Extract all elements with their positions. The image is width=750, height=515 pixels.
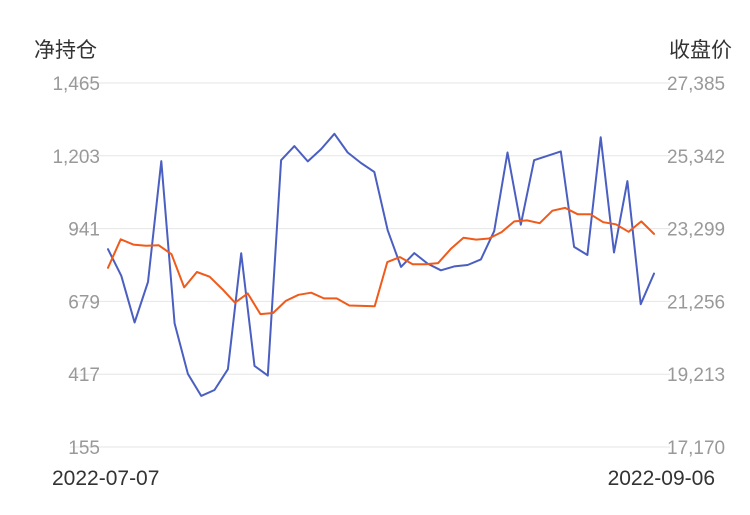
left-axis-title: 净持仓 <box>34 39 97 62</box>
right-tick-label: 17,170 <box>667 438 725 459</box>
left-axis-ticks: 1,465 1,203 941 679 417 155 <box>52 74 100 459</box>
left-tick-label: 1,465 <box>52 74 100 95</box>
right-tick-label: 23,299 <box>667 220 725 241</box>
net-position-line <box>107 132 655 397</box>
x-start-label: 2022-07-07 <box>52 467 160 490</box>
right-tick-label: 19,213 <box>667 365 725 386</box>
series-lines <box>107 132 655 397</box>
grid-lines <box>70 82 670 448</box>
left-tick-label: 417 <box>68 365 100 386</box>
x-end-label: 2022-09-06 <box>607 467 715 490</box>
right-tick-label: 21,256 <box>667 292 725 313</box>
right-tick-label: 25,342 <box>667 147 725 168</box>
left-tick-label: 155 <box>68 438 100 459</box>
left-tick-label: 679 <box>68 292 100 313</box>
left-tick-label: 1,203 <box>52 147 100 168</box>
right-axis-title: 收盘价 <box>669 39 732 62</box>
left-tick-label: 941 <box>68 220 100 241</box>
right-tick-label: 27,385 <box>667 74 725 95</box>
right-axis-ticks: 27,385 25,342 23,299 21,256 19,213 17,170 <box>667 74 725 459</box>
close-price-line <box>107 206 655 316</box>
